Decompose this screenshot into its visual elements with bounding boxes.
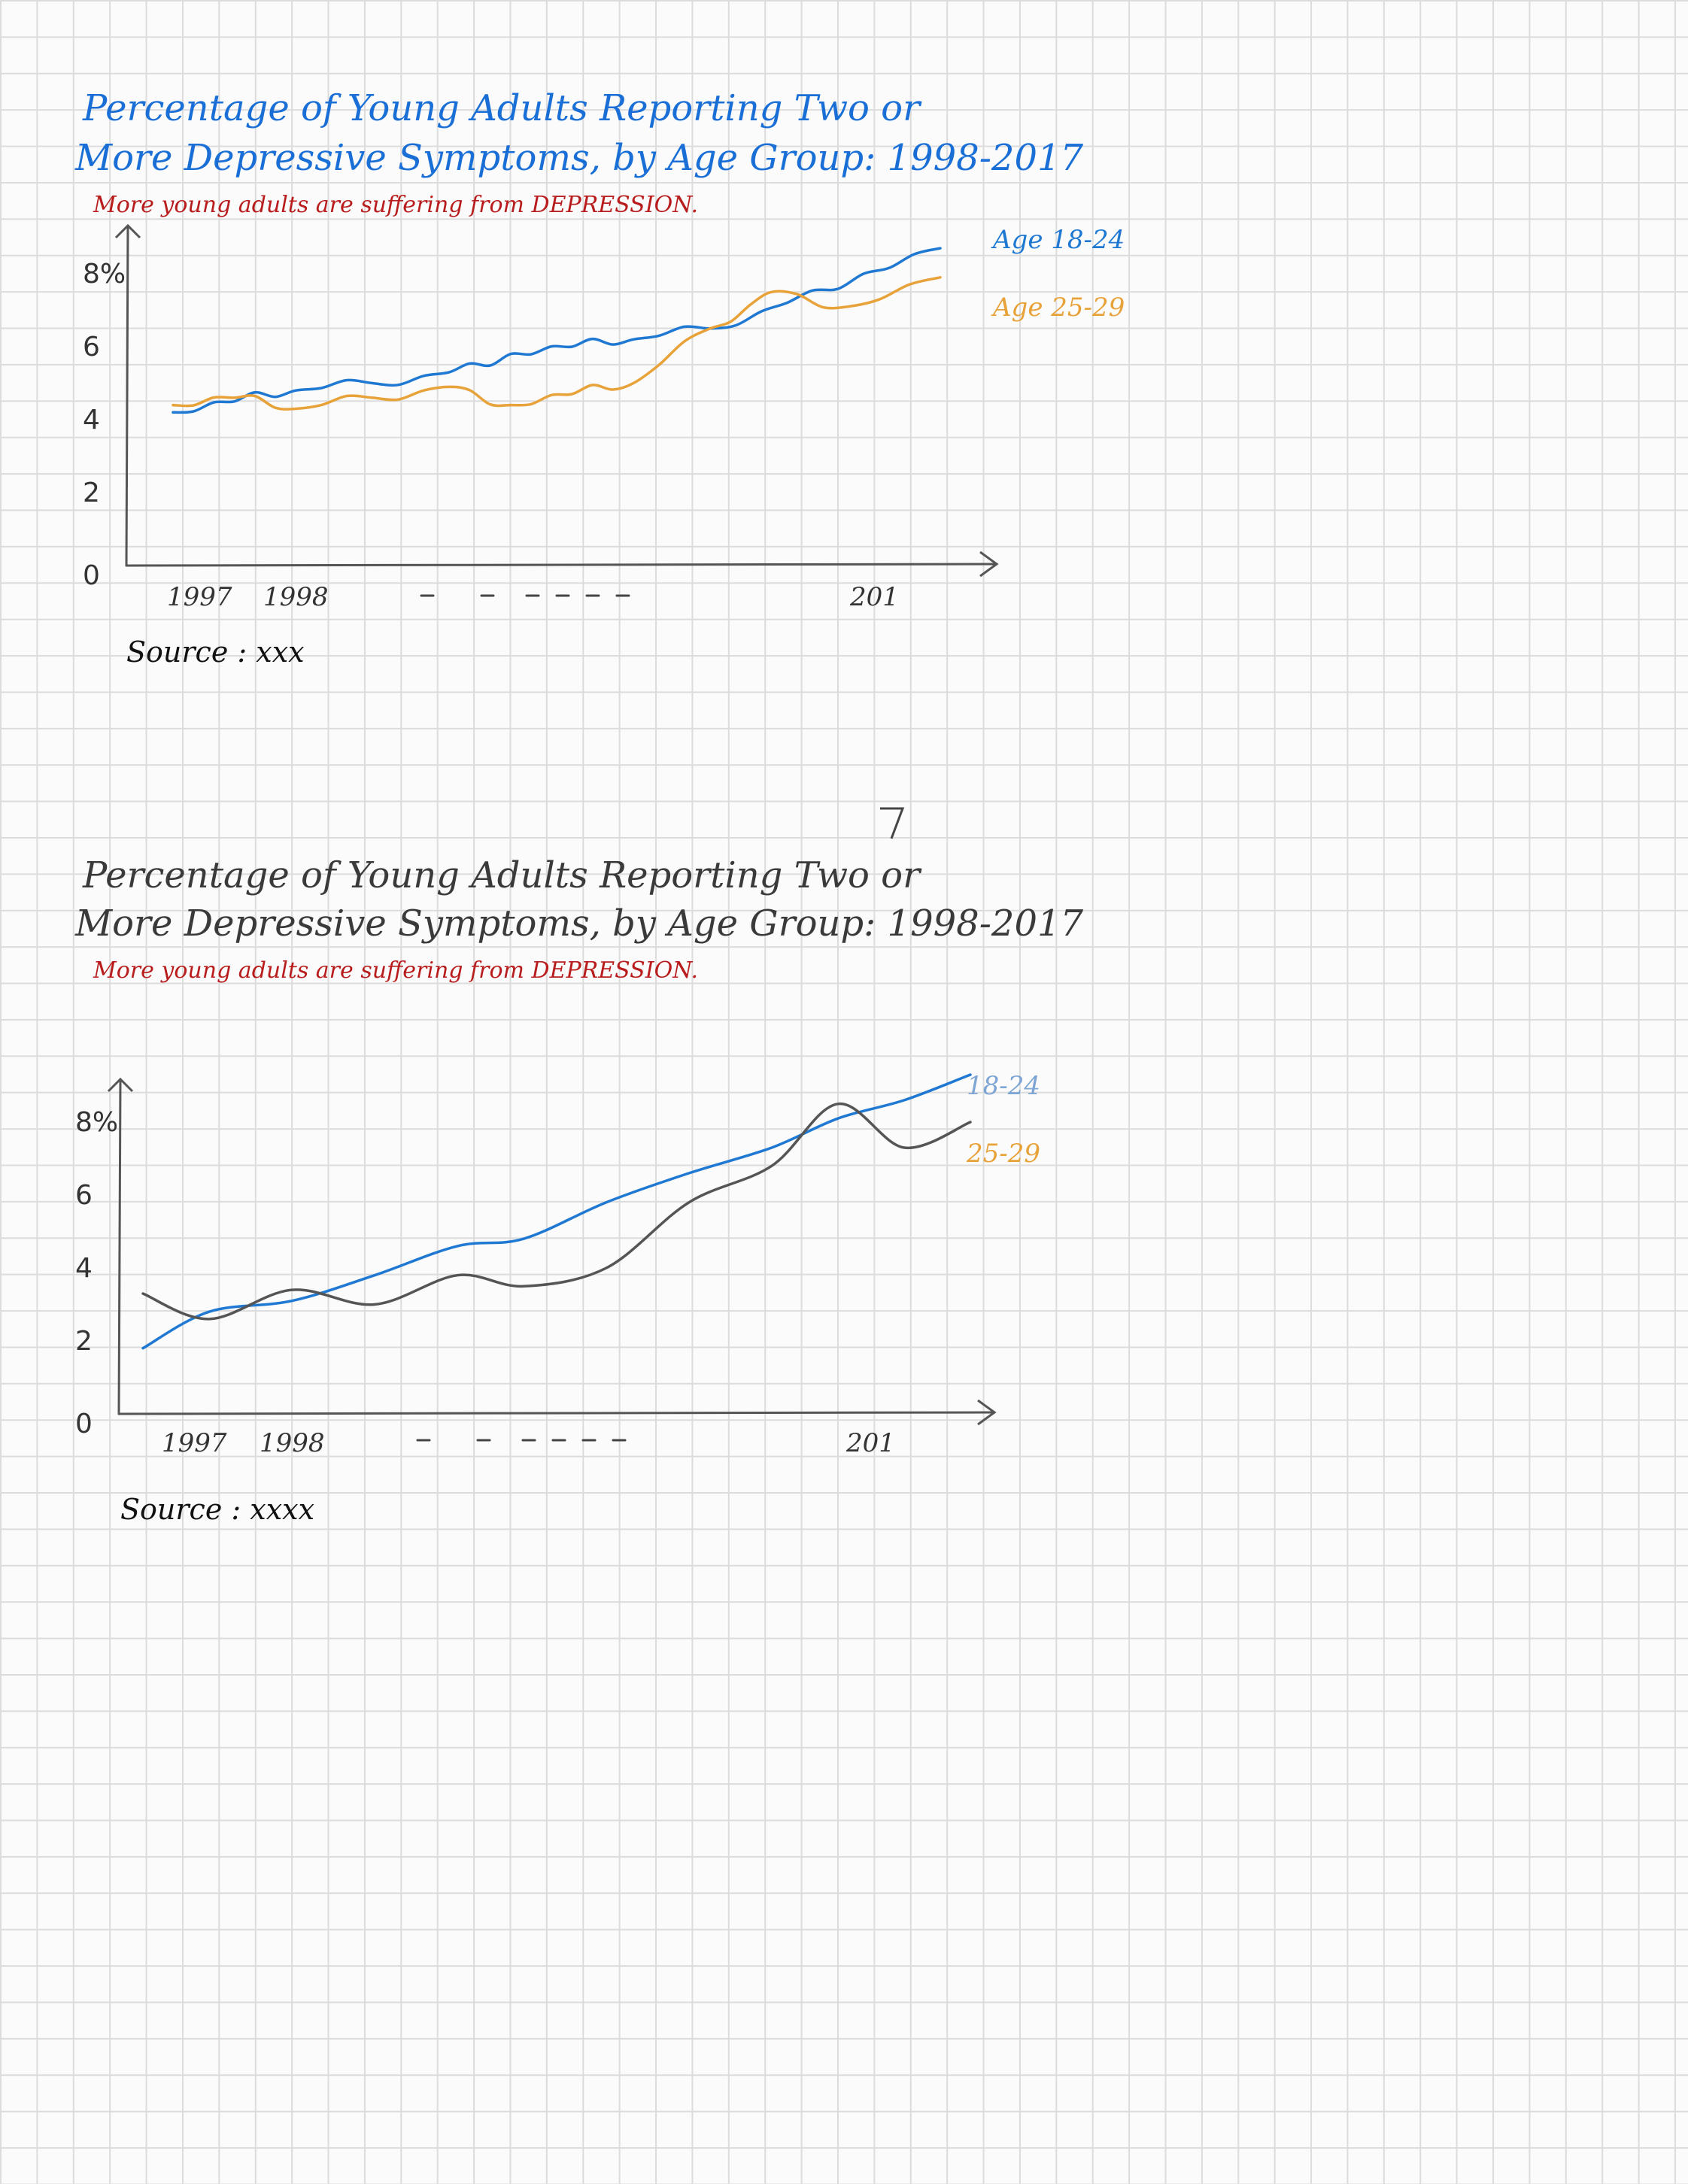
y-tick-label: 4: [75, 1253, 93, 1284]
chart-1-source: Source : xxx: [126, 635, 305, 669]
chart-2-series: [141, 1073, 972, 1350]
chart-2-y-ticks: 0 2 4 6 8%: [75, 1107, 118, 1439]
x-tick-label: 1997: [167, 582, 232, 612]
chart-2-legend: 18-24 25-29: [966, 1071, 1040, 1169]
chart-2-title-line-1: Percentage of Young Adults Reporting Two…: [82, 854, 922, 896]
x-tick-label: 201: [849, 582, 899, 612]
chart-1-subtitle: More young adults are suffering from DEP…: [93, 192, 698, 218]
chart-1-legend: Age 18-24 Age 25-29: [991, 225, 1125, 323]
y-axis-arrow: [114, 223, 141, 239]
series-line: [172, 247, 942, 414]
y-tick-label: 2: [75, 1326, 93, 1357]
y-tick-label: 6: [83, 332, 100, 362]
y-tick-label: 8%: [83, 259, 126, 290]
chart-1-title-line-1: Percentage of Young Adults Reporting Two…: [82, 87, 922, 129]
x-tick-label: 201: [846, 1428, 895, 1458]
x-axis-arrow: [979, 551, 999, 578]
chart-1-series: [172, 247, 942, 414]
chart-1-title-line-2: More Depressive Symptoms, by Age Group: …: [74, 137, 1084, 179]
chart-1-y-ticks: 0 2 4 6 8%: [83, 259, 126, 591]
y-tick-label: 4: [83, 405, 100, 435]
series-line: [141, 1103, 972, 1321]
chart-2-x-ticks: 1997 1998 201: [162, 1428, 895, 1458]
x-axis-line: [117, 1411, 996, 1415]
y-tick-label: 0: [83, 560, 100, 591]
chart-1-x-ticks: 1997 1998 201: [167, 582, 899, 612]
x-tick-label: 1998: [260, 1428, 325, 1458]
stray-pen-mark: [880, 807, 905, 839]
y-axis-line: [117, 1078, 122, 1415]
legend-entry: Age 25-29: [991, 293, 1125, 323]
chart-2-subtitle: More young adults are suffering from DEP…: [93, 957, 698, 984]
chart-1: Percentage of Young Adults Reporting Two…: [74, 87, 1125, 669]
chart-2: Percentage of Young Adults Reporting Two…: [74, 854, 1084, 1526]
series-line: [141, 1073, 972, 1350]
x-tick-label: 1997: [162, 1428, 227, 1458]
legend-entry: 18-24: [967, 1071, 1040, 1101]
y-tick-label: 8%: [75, 1107, 118, 1138]
x-tick-label: 1998: [263, 582, 329, 612]
x-axis-line: [125, 563, 998, 567]
chart-2-source: Source : xxxx: [120, 1493, 314, 1526]
y-axis-line: [125, 224, 129, 567]
chart-2-axes: [107, 1077, 997, 1426]
chart-1-axes: [114, 223, 999, 578]
y-tick-label: 6: [75, 1180, 93, 1211]
y-tick-label: 0: [75, 1409, 93, 1439]
chart-2-title-line-2: More Depressive Symptoms, by Age Group: …: [74, 902, 1084, 945]
series-line: [172, 276, 942, 411]
y-tick-label: 2: [83, 478, 100, 508]
legend-entry: Age 18-24: [991, 225, 1125, 255]
legend-entry: 25-29: [966, 1139, 1040, 1169]
y-axis-arrow: [107, 1077, 134, 1093]
x-axis-arrow: [977, 1399, 997, 1426]
